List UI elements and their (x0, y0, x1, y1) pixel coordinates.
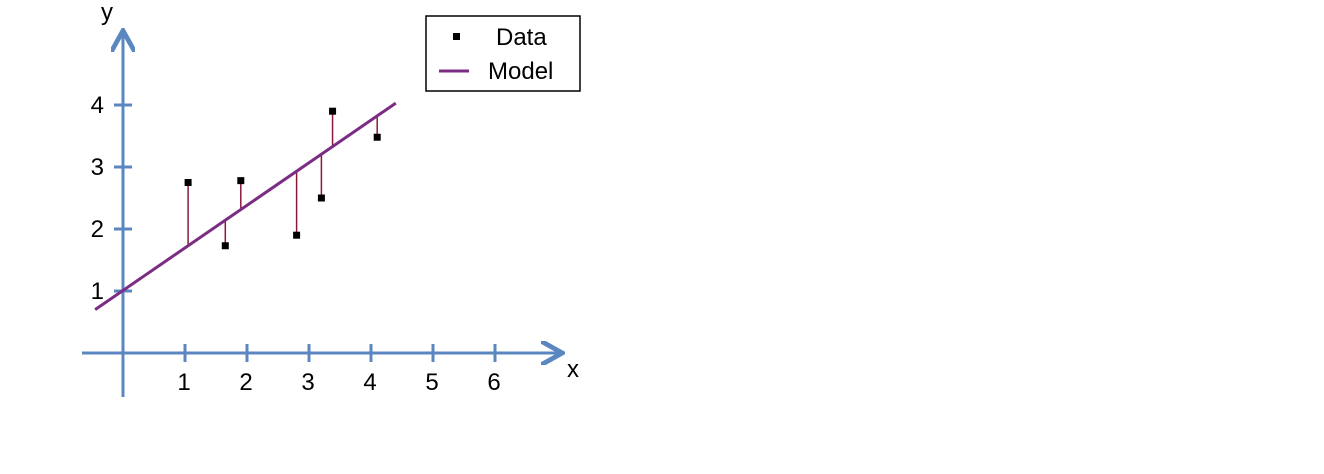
x-tick-label: 3 (301, 369, 314, 396)
data-point (221, 242, 229, 250)
legend: Data Model (425, 15, 581, 92)
x-ticks: 1 2 3 4 5 6 (177, 344, 501, 396)
y-tick-label: 3 (91, 154, 104, 181)
y-axis-label: y (101, 0, 113, 26)
data-point (329, 107, 337, 115)
data-points (184, 107, 381, 250)
data-point (293, 231, 301, 239)
residual-lines (187, 111, 378, 246)
y-ticks: 1 2 3 4 (91, 92, 132, 305)
model-line (94, 101, 397, 311)
legend-data-label: Data (496, 24, 547, 51)
data-point (317, 194, 325, 202)
data-point (373, 133, 381, 141)
x-tick-label: 5 (425, 369, 438, 396)
legend-data-marker (453, 33, 460, 40)
x-tick-label: 1 (177, 369, 190, 396)
x-tick-label: 6 (487, 369, 500, 396)
axes: 1 2 3 4 5 6 1 2 3 4 x y (82, 0, 579, 397)
data-point (184, 179, 192, 186)
x-tick-label: 4 (363, 369, 376, 396)
legend-model-label: Model (488, 58, 553, 85)
y-tick-label: 2 (91, 216, 104, 243)
y-tick-label: 4 (91, 92, 104, 119)
legend-box (425, 15, 581, 92)
x-axis-label: x (567, 356, 579, 383)
y-tick-label: 1 (91, 278, 104, 305)
data-point (237, 177, 245, 185)
x-tick-label: 2 (239, 369, 252, 396)
